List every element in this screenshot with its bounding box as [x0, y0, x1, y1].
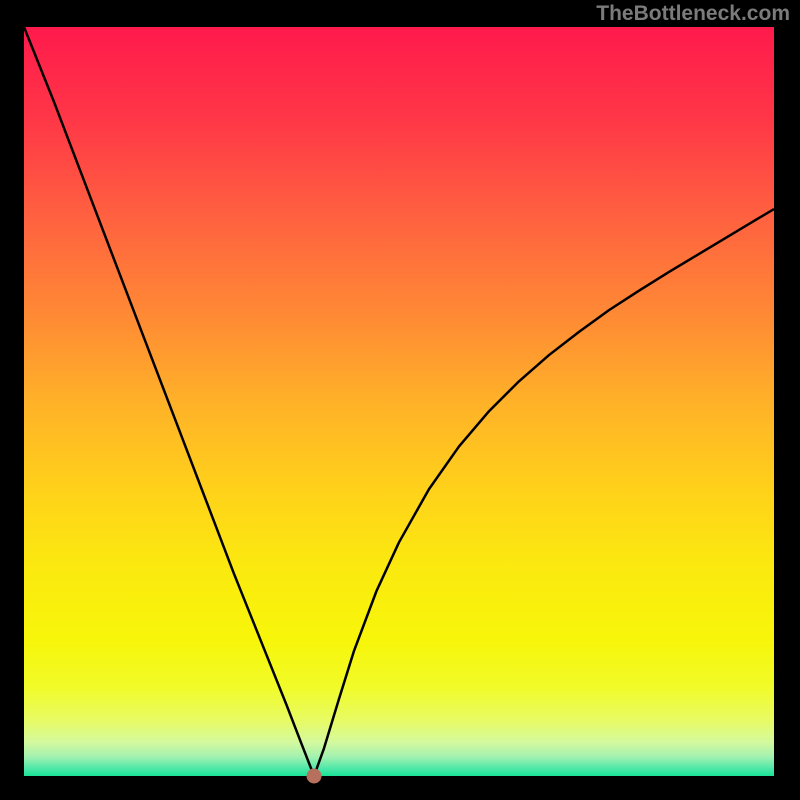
bottleneck-chart: [0, 0, 800, 800]
plot-area: [24, 27, 774, 776]
vertex-marker: [307, 769, 322, 784]
watermark-text: TheBottleneck.com: [596, 2, 790, 26]
